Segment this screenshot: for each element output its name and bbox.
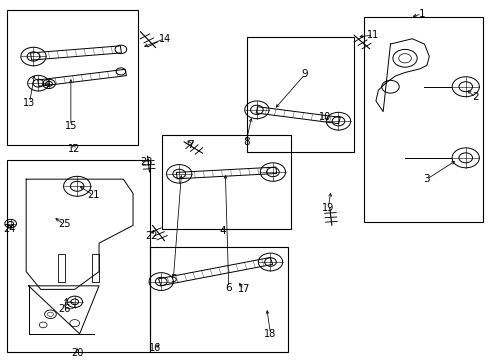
Bar	[7, 159, 150, 352]
Bar	[363, 17, 482, 222]
Text: 22: 22	[144, 231, 157, 241]
Text: 18: 18	[264, 329, 276, 339]
Bar	[162, 135, 290, 229]
Text: 2: 2	[471, 93, 478, 102]
Text: 3: 3	[423, 174, 429, 184]
Text: 19: 19	[322, 203, 334, 213]
Text: 11: 11	[366, 30, 379, 40]
Text: 10: 10	[319, 112, 331, 122]
Text: 4: 4	[219, 226, 226, 236]
Text: 6: 6	[225, 283, 232, 293]
Text: 20: 20	[71, 348, 83, 358]
Text: 9: 9	[301, 69, 307, 79]
Text: 8: 8	[243, 137, 249, 147]
Text: 24: 24	[3, 224, 15, 234]
Text: 15: 15	[64, 121, 77, 131]
Text: 12: 12	[67, 144, 80, 154]
Text: 26: 26	[58, 304, 70, 314]
Text: 23: 23	[140, 157, 153, 167]
Text: 25: 25	[58, 219, 70, 229]
Text: 1: 1	[418, 9, 425, 19]
Text: 5: 5	[170, 274, 176, 284]
Text: 17: 17	[237, 284, 249, 294]
Text: 16: 16	[148, 343, 161, 353]
Text: 21: 21	[87, 190, 99, 200]
Bar	[150, 247, 288, 352]
Text: 14: 14	[158, 34, 170, 44]
Bar	[58, 254, 65, 282]
Bar	[246, 37, 353, 153]
Text: 7: 7	[186, 140, 193, 150]
Text: 13: 13	[23, 98, 36, 108]
Bar	[92, 254, 99, 282]
Bar	[7, 10, 138, 145]
